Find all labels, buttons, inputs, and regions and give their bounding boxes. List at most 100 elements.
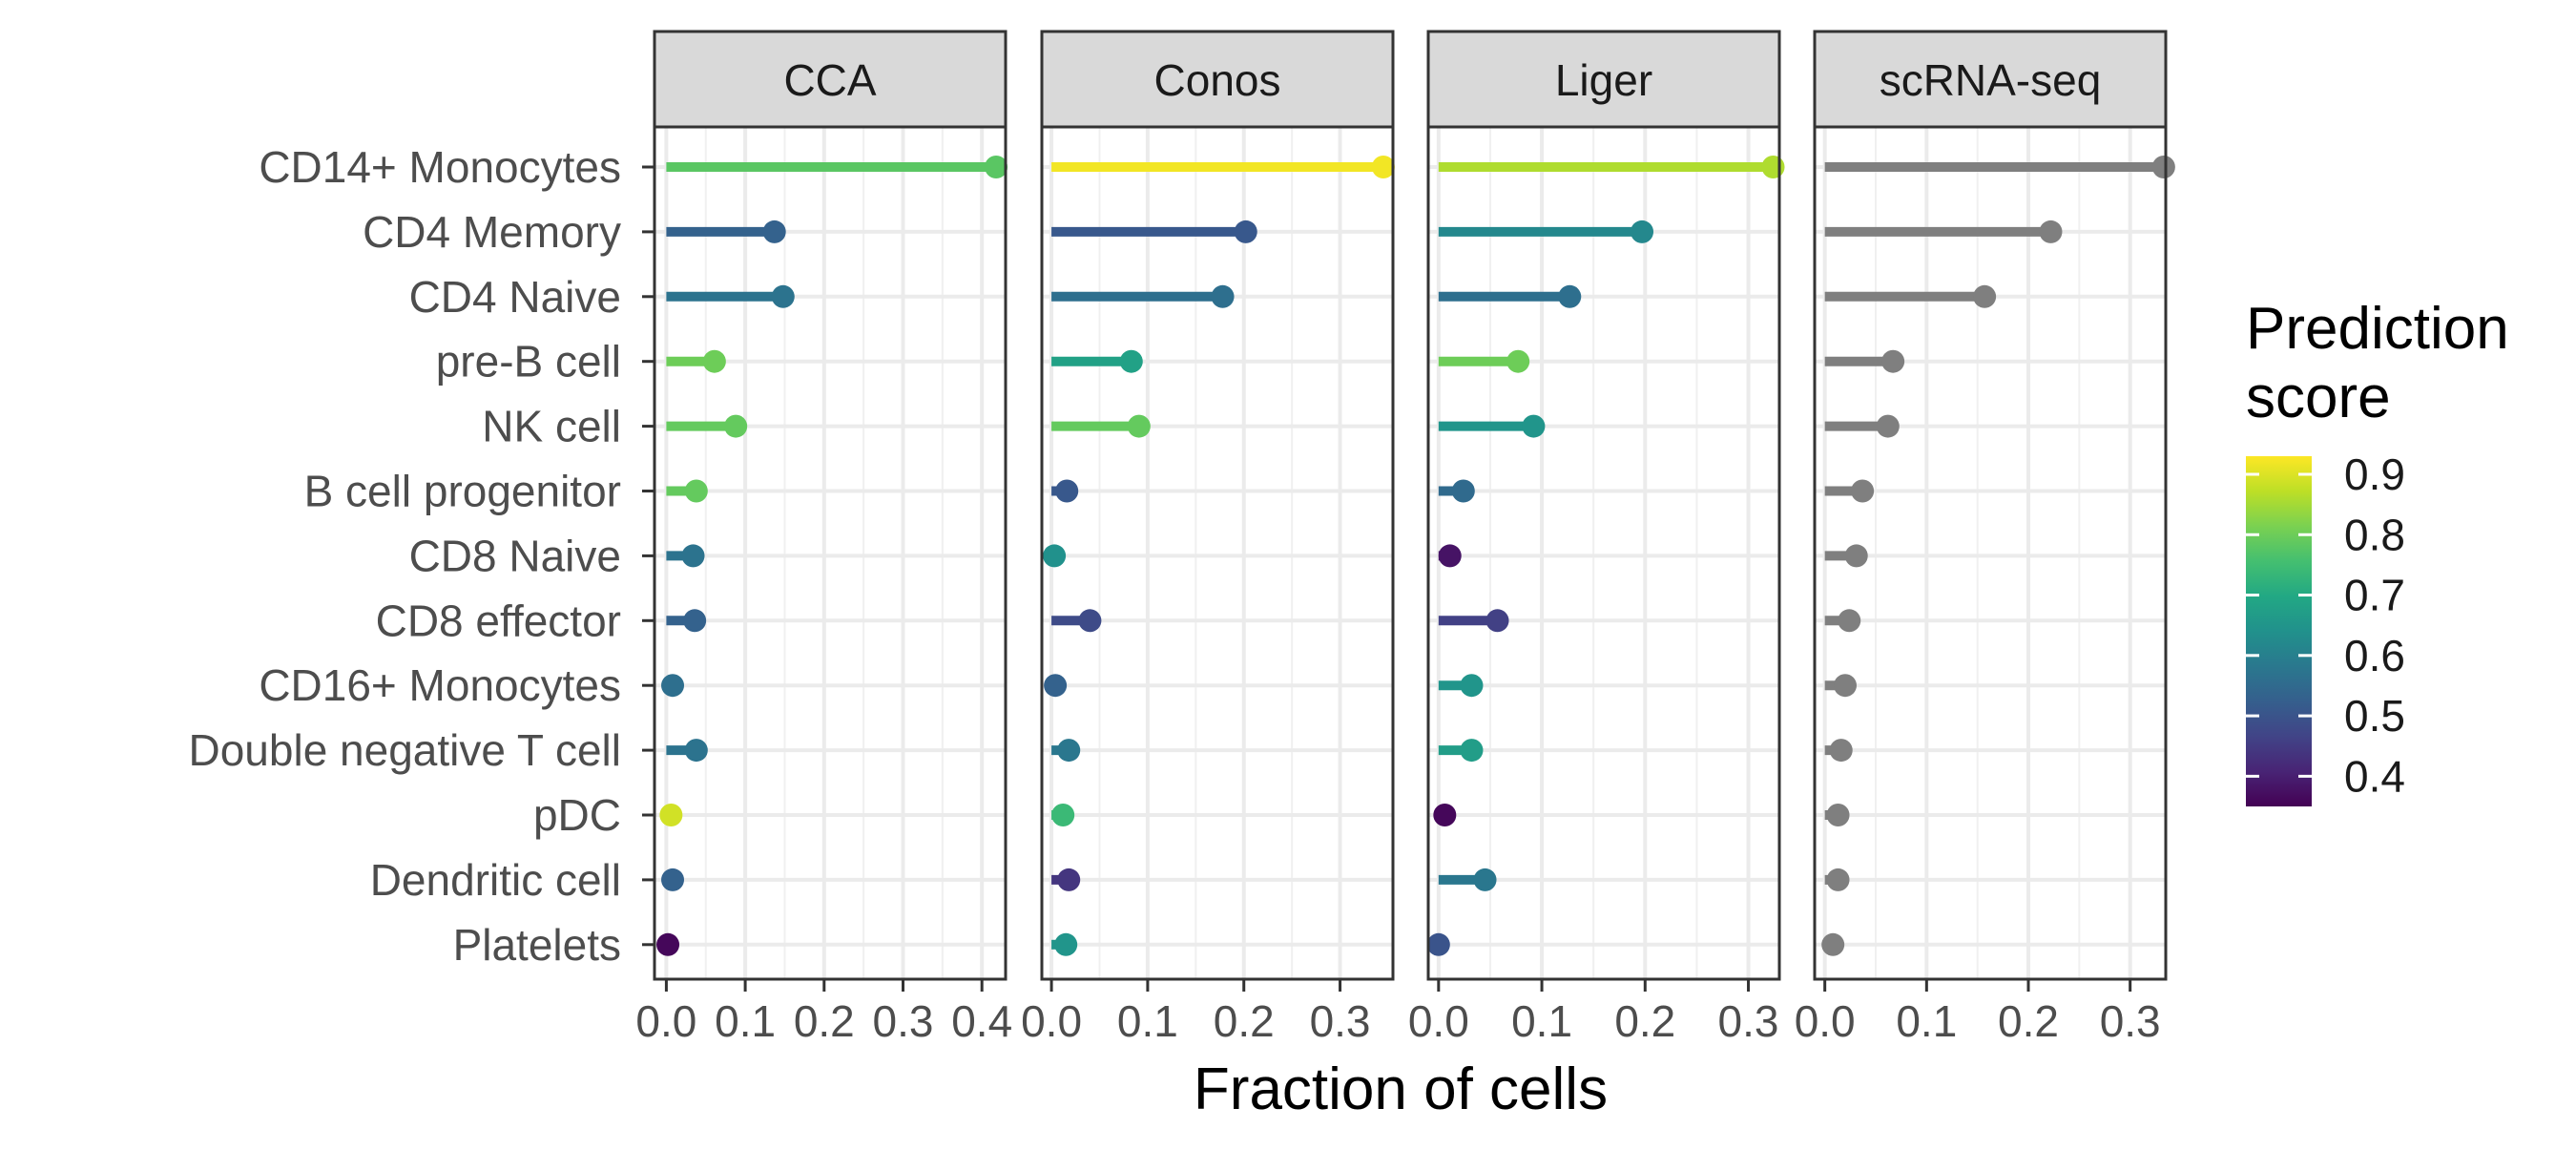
facet-panel: scRNA-seq 0.0 0.1 0.2 0.3 bbox=[1795, 30, 2175, 1046]
lollipop-point bbox=[771, 284, 795, 308]
x-tick-label: 0.3 bbox=[873, 996, 934, 1046]
lollipop-point bbox=[1438, 544, 1462, 568]
lollipop-point bbox=[1451, 479, 1475, 503]
category-label: NK cell bbox=[482, 402, 621, 451]
legend-colorbar bbox=[2246, 456, 2312, 806]
lollipop-point bbox=[659, 804, 683, 826]
lollipop-point bbox=[1473, 868, 1497, 891]
lollipop-point bbox=[1826, 868, 1850, 891]
lollipop-point bbox=[661, 868, 685, 891]
facet-strip bbox=[1040, 30, 1395, 129]
lollipop-point bbox=[1460, 674, 1484, 698]
legend-tick-label: 0.9 bbox=[2344, 450, 2405, 499]
lollipop-point bbox=[1876, 414, 1900, 438]
lollipop-point bbox=[1821, 932, 1845, 956]
lollipop-point bbox=[1506, 349, 1530, 373]
facet-strip-label: Conos bbox=[1154, 55, 1281, 105]
facet-panel: Liger 0.0 0.1 0.2 0.3 bbox=[1408, 30, 1785, 1046]
lollipop-point bbox=[2039, 220, 2063, 243]
facet-strip-label: scRNA-seq bbox=[1880, 55, 2102, 105]
lollipop-point bbox=[1838, 609, 1861, 633]
x-tick-label: 0.3 bbox=[1718, 996, 1779, 1046]
lollipop-point bbox=[1119, 349, 1143, 373]
category-label: Double negative T cell bbox=[189, 725, 622, 775]
legend-tick-label: 0.5 bbox=[2344, 691, 2405, 741]
lollipop-point bbox=[985, 156, 1008, 178]
category-label: CD16+ Monocytes bbox=[259, 660, 621, 710]
panel-border bbox=[1426, 125, 1781, 981]
lollipop-point bbox=[1460, 739, 1484, 763]
lollipop-point bbox=[1826, 804, 1850, 826]
x-axis-title: Fraction of cells bbox=[1194, 1056, 1608, 1122]
lollipop-point bbox=[1973, 284, 1997, 308]
category-label: pre-B cell bbox=[436, 337, 621, 387]
legend-tick-label: 0.4 bbox=[2344, 751, 2405, 801]
lollipop-point bbox=[684, 739, 708, 763]
lollipop-point bbox=[1485, 609, 1509, 633]
lollipop-point bbox=[1051, 804, 1075, 826]
x-tick-label: 0.1 bbox=[715, 996, 776, 1046]
panel-border bbox=[1813, 125, 2168, 981]
lollipop-point bbox=[1844, 544, 1868, 568]
lollipop-point bbox=[1834, 674, 1857, 698]
x-tick-label: 0.1 bbox=[1896, 996, 1957, 1046]
x-tick-label: 0.0 bbox=[635, 996, 696, 1046]
lollipop-point bbox=[1881, 349, 1905, 373]
category-label: B cell progenitor bbox=[304, 467, 621, 516]
lollipop-point bbox=[1055, 479, 1079, 503]
lollipop-point bbox=[1433, 804, 1457, 826]
category-label: CD14+ Monocytes bbox=[259, 142, 621, 192]
lollipop-point bbox=[1057, 739, 1081, 763]
category-label: pDC bbox=[533, 790, 621, 840]
legend-title-line: Prediction bbox=[2246, 296, 2509, 362]
lollipop-point bbox=[681, 544, 705, 568]
facet-panel: CCA 0.0 0.1 0.2 0.3 0.4 bbox=[635, 30, 1012, 1046]
lollipop-point bbox=[762, 220, 786, 243]
lollipop-point bbox=[683, 609, 707, 633]
x-tick-label: 0.0 bbox=[1408, 996, 1469, 1046]
lollipop-point bbox=[1558, 284, 1582, 308]
lollipop-point bbox=[1057, 868, 1081, 891]
x-tick-label: 0.1 bbox=[1117, 996, 1178, 1046]
panel-background bbox=[1815, 127, 2166, 979]
lollipop-point bbox=[1761, 156, 1785, 178]
facet-strip bbox=[653, 30, 1008, 129]
lollipop-point bbox=[1043, 544, 1067, 568]
category-label: CD4 Naive bbox=[409, 272, 621, 322]
legend-tick-label: 0.7 bbox=[2344, 571, 2405, 620]
category-label: CD8 Naive bbox=[409, 531, 621, 580]
panel-border bbox=[1040, 125, 1395, 981]
lollipop-point bbox=[684, 479, 708, 503]
lollipop-point bbox=[656, 932, 680, 956]
lollipop-point bbox=[661, 674, 685, 698]
x-tick-label: 0.0 bbox=[1021, 996, 1082, 1046]
facet-strip-label: Liger bbox=[1555, 55, 1652, 105]
facet-panel: Conos 0.0 0.1 0.2 0.3 bbox=[1021, 30, 1395, 1046]
category-label: CD4 Memory bbox=[363, 207, 621, 257]
panel-background bbox=[654, 127, 1006, 979]
category-label: Dendritic cell bbox=[370, 855, 621, 905]
category-label: Platelets bbox=[453, 920, 621, 970]
lollipop-point bbox=[1127, 414, 1151, 438]
legend-tick-label: 0.6 bbox=[2344, 631, 2405, 680]
lollipop-point bbox=[724, 414, 748, 438]
panel-background bbox=[1428, 127, 1779, 979]
lollipop-point bbox=[1631, 220, 1654, 243]
legend-tick-label: 0.8 bbox=[2344, 510, 2405, 559]
lollipop-point bbox=[1522, 414, 1546, 438]
x-tick-label: 0.2 bbox=[1614, 996, 1675, 1046]
lollipop-point bbox=[1851, 479, 1875, 503]
facet-strip bbox=[1813, 30, 2168, 129]
lollipop-point bbox=[1426, 932, 1450, 956]
category-labels: CD14+ Monocytes CD4 Memory CD4 Naive pre-B … bbox=[189, 142, 654, 970]
x-tick-label: 0.3 bbox=[1310, 996, 1371, 1046]
lollipop-point bbox=[2151, 156, 2175, 178]
lollipop-point bbox=[1234, 220, 1257, 243]
x-tick-label: 0.0 bbox=[1795, 996, 1856, 1046]
x-tick-label: 0.1 bbox=[1511, 996, 1572, 1046]
lollipop-point bbox=[1371, 156, 1395, 178]
lollipop-point bbox=[1044, 674, 1068, 698]
